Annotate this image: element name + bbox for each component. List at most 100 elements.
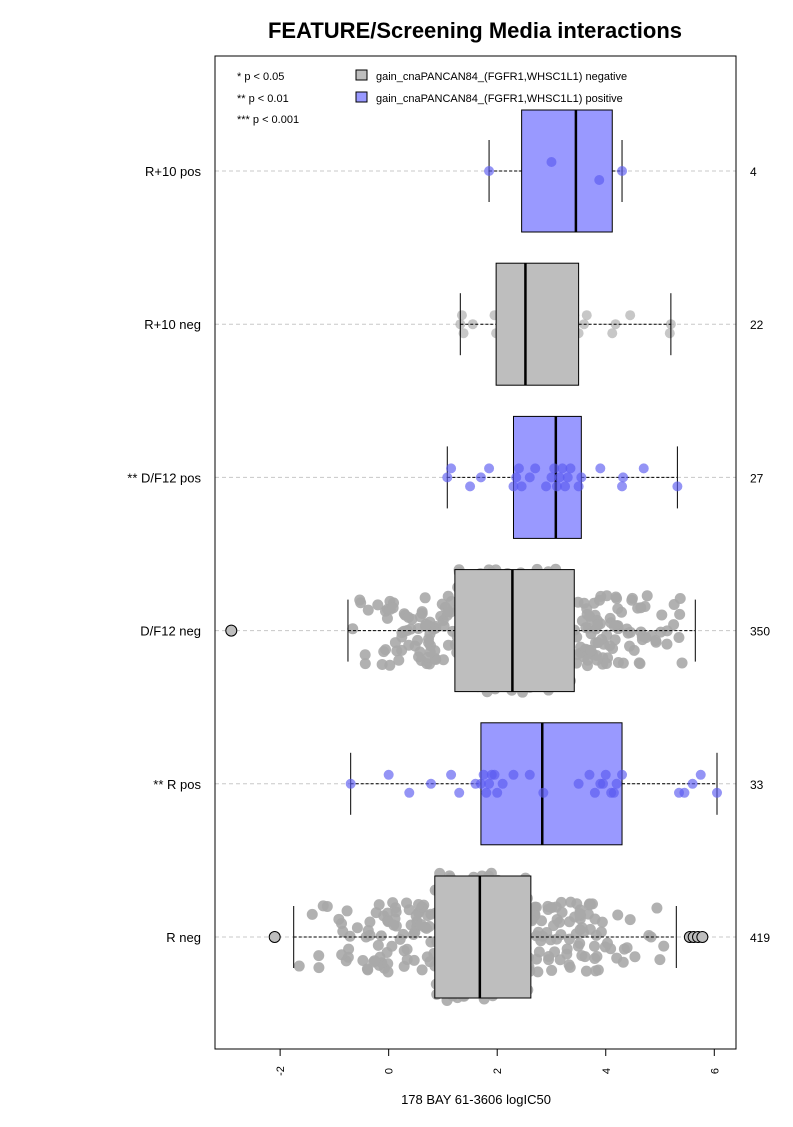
point-r-neg-253 (336, 917, 348, 929)
point-r-pos-13 (508, 769, 519, 780)
legend-label-positive: gain_cnaPANCAN84_(FGFR1,WHSC1L1) positiv… (376, 93, 623, 105)
point-r-neg-305 (590, 929, 602, 941)
point-d-f12-neg-215 (650, 634, 662, 646)
point-d-f12-pos-21 (576, 472, 587, 483)
point-r-neg-186 (382, 958, 394, 970)
point-r-pos-4 (446, 769, 457, 780)
point-r-pos-12 (497, 778, 508, 789)
point-d-f12-neg-280 (582, 654, 594, 666)
point-r-neg-294 (570, 928, 582, 940)
point-r-neg-67 (555, 896, 567, 908)
point-r-pos-15 (573, 778, 584, 789)
point-r-pos-3 (425, 778, 436, 789)
point-d-f12-neg-112 (384, 659, 396, 671)
legend-swatch-positive (355, 91, 368, 103)
point-r-pos-7 (478, 769, 489, 780)
sample-count-labels: 4 22 27 350 33 419 (750, 165, 770, 945)
n-label-d-f12-pos: 27 (750, 471, 764, 485)
point-r-neg-116 (546, 964, 558, 976)
n-label-r-pos: 33 (750, 778, 764, 792)
point-d-f12-neg-296 (442, 606, 454, 618)
point-d-f12-neg-297 (674, 593, 686, 605)
x-axis: -2 0 2 4 6 (275, 1048, 721, 1076)
point-d-f12-pos-3 (475, 472, 486, 483)
n-label-r-10-pos: 4 (750, 165, 757, 179)
point-d-f12-pos-26 (672, 481, 683, 492)
point-r-pos-22 (617, 769, 628, 780)
point-d-f12-pos-1 (446, 463, 457, 474)
point-d-f12-neg-193 (604, 640, 616, 652)
point-r-neg-226 (621, 942, 633, 954)
point-r-neg-300 (388, 919, 400, 931)
point-r-10-neg-2 (458, 328, 469, 339)
point-r-neg-314 (370, 907, 382, 919)
point-d-f12-pos-23 (617, 481, 628, 492)
point-r-pos-29 (608, 787, 619, 798)
point-r-pos-28 (524, 769, 535, 780)
x-tick-label-4: 6 (709, 1068, 721, 1074)
point-d-f12-pos-2 (465, 481, 476, 492)
point-d-f12-neg-166 (673, 632, 685, 644)
sig-legend-2: ** p < 0.01 (237, 93, 289, 105)
point-r-pos-19 (600, 769, 611, 780)
point-r-pos-14 (538, 787, 549, 798)
point-r-pos-30 (598, 778, 609, 789)
box-r-10-pos (521, 109, 613, 233)
point-d-f12-neg-162 (641, 590, 653, 602)
x-tick-label-1: 0 (384, 1068, 396, 1074)
point-d-f12-pos-11 (541, 481, 552, 492)
point-r-neg-248 (556, 906, 568, 918)
point-d-f12-neg-288 (436, 598, 448, 610)
point-r-pos-8 (481, 787, 492, 798)
grid-lines (215, 170, 736, 938)
point-d-f12-pos-17 (560, 481, 571, 492)
sig-legend-1: * p < 0.05 (237, 71, 284, 83)
point-d-f12-neg-289 (591, 654, 603, 666)
point-r-pos-32 (679, 787, 690, 798)
point-r-neg-231 (361, 963, 373, 975)
point-r-10-pos-2 (594, 175, 605, 185)
category-label-r-10-neg: R+10 neg (144, 317, 201, 332)
point-r-neg-37 (372, 939, 384, 951)
point-d-f12-pos-16 (557, 463, 568, 474)
point-d-f12-pos-9 (524, 472, 535, 483)
point-r-neg-137 (413, 898, 425, 910)
point-r-neg-298 (536, 915, 548, 927)
point-d-f12-neg-312 (593, 594, 605, 606)
point-d-f12-neg-233 (347, 623, 359, 635)
point-d-f12-pos-14 (551, 481, 562, 492)
point-r-neg-204 (341, 905, 353, 917)
point-d-f12-neg-270 (612, 656, 624, 668)
point-r-pos-24 (687, 778, 698, 789)
x-tick-label-3: 4 (601, 1068, 613, 1074)
point-r-pos-26 (712, 787, 723, 798)
point-r-10-neg-19 (625, 310, 636, 321)
point-r-pos-31 (489, 769, 500, 780)
point-d-f12-neg-269 (412, 634, 424, 646)
point-d-f12-neg-248 (442, 590, 454, 602)
point-r-neg-317 (382, 966, 394, 978)
point-r-neg-208 (654, 954, 666, 966)
point-r-neg-211 (364, 916, 376, 928)
point-d-f12-neg-221 (600, 657, 612, 669)
point-r-neg-212 (574, 908, 586, 920)
chart-title: FEATURE/Screening Media interactions (268, 18, 682, 43)
point-d-f12-pos-15 (554, 472, 565, 483)
point-r-neg-247 (415, 918, 427, 930)
point-r-neg-162 (532, 966, 544, 978)
point-d-f12-neg-245 (601, 629, 613, 641)
point-r-neg-91 (317, 900, 329, 912)
point-r-neg-281 (651, 902, 663, 914)
point-d-f12-pos-20 (573, 481, 584, 492)
point-d-f12-neg-235 (378, 646, 390, 658)
point-r-pos-27 (470, 778, 481, 789)
outlier-d-f12-neg-0 (225, 624, 238, 637)
box-d-f12-neg (454, 569, 575, 693)
point-d-f12-pos-6 (511, 472, 522, 483)
point-r-neg-74 (394, 933, 406, 945)
point-r-neg-78 (658, 940, 670, 952)
point-r-neg-229 (407, 928, 419, 940)
point-d-f12-neg-295 (398, 625, 410, 637)
point-r-neg-292 (369, 955, 381, 967)
point-r-neg-88 (612, 909, 624, 921)
